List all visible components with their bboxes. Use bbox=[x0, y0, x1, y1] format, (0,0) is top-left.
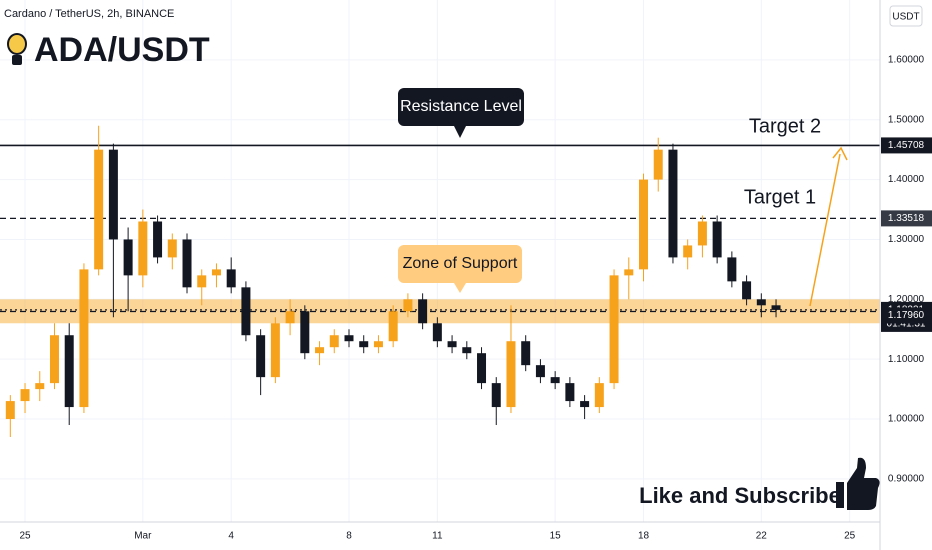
target-arrow bbox=[809, 153, 841, 307]
candle-body bbox=[447, 341, 457, 348]
candle-body bbox=[241, 287, 251, 336]
candle-body bbox=[211, 269, 221, 276]
y-tick-label: 1.50000 bbox=[888, 114, 925, 125]
candle-body bbox=[594, 383, 604, 408]
candle-body bbox=[771, 305, 781, 310]
y-tick-label: 1.40000 bbox=[888, 174, 925, 185]
y-tick-label: 1.30000 bbox=[888, 234, 925, 245]
callout-text: Resistance Level bbox=[400, 98, 522, 115]
candle-body bbox=[535, 365, 545, 378]
x-tick-label: 8 bbox=[346, 531, 352, 542]
candle-body bbox=[756, 299, 766, 306]
candle-body bbox=[108, 149, 118, 240]
candle-body bbox=[403, 299, 413, 312]
candle-body bbox=[79, 269, 89, 408]
candle-body bbox=[344, 335, 354, 342]
candle-body bbox=[270, 323, 280, 378]
price-tag-label: 1.33518 bbox=[888, 213, 925, 224]
candle-body bbox=[182, 239, 192, 288]
target-label: Target 2 bbox=[749, 115, 821, 137]
candle-body bbox=[138, 221, 148, 276]
bulb-icon bbox=[7, 33, 27, 65]
target-label: Target 1 bbox=[744, 186, 816, 208]
candle-body bbox=[20, 389, 30, 402]
candle-body bbox=[315, 347, 325, 354]
y-tick-label: 1.60000 bbox=[888, 55, 925, 66]
candle-body bbox=[624, 269, 634, 276]
callout-text: Zone of Support bbox=[403, 255, 518, 272]
candle-body bbox=[300, 311, 310, 354]
candle-body bbox=[565, 383, 575, 402]
price-tag bbox=[881, 137, 932, 154]
title: ADA/USDT bbox=[34, 31, 210, 69]
candle-body bbox=[550, 377, 560, 384]
candle-body bbox=[639, 179, 649, 270]
currency: USDT bbox=[892, 12, 919, 23]
candle-body bbox=[418, 299, 428, 324]
thumbs-up-icon bbox=[836, 457, 880, 510]
x-tick-label: 25 bbox=[19, 531, 31, 542]
candle-body bbox=[727, 257, 737, 282]
price-tag bbox=[881, 210, 932, 227]
candle-body bbox=[712, 221, 722, 258]
candle-body bbox=[94, 149, 104, 270]
candle-body bbox=[329, 335, 339, 348]
y-tick-label: 0.90000 bbox=[888, 474, 925, 485]
price-tag bbox=[881, 307, 932, 324]
candle-body bbox=[462, 347, 472, 354]
candle-body bbox=[683, 245, 693, 258]
x-tick-label: 22 bbox=[756, 531, 768, 542]
x-tick-label: 11 bbox=[432, 531, 443, 542]
y-tick-label: 1.10000 bbox=[888, 354, 925, 365]
candle-body bbox=[477, 353, 487, 384]
x-tick-label: 25 bbox=[844, 531, 856, 542]
candle-body bbox=[153, 221, 163, 258]
candle-body bbox=[49, 335, 59, 384]
callout-pointer bbox=[454, 283, 466, 293]
x-tick-label: 15 bbox=[550, 531, 562, 542]
candle-body bbox=[521, 341, 531, 366]
candle-body bbox=[742, 281, 752, 300]
candle-body bbox=[167, 239, 177, 258]
candle-body bbox=[226, 269, 236, 288]
y-tick-label: 1.00000 bbox=[888, 414, 925, 425]
callout-pointer bbox=[454, 126, 466, 138]
candle-body bbox=[653, 149, 663, 180]
candle-body bbox=[432, 323, 442, 342]
candle-body bbox=[123, 239, 133, 276]
candle-body bbox=[35, 383, 45, 390]
x-tick-label: Mar bbox=[134, 531, 152, 542]
candle-body bbox=[359, 341, 369, 348]
candle-body bbox=[580, 401, 590, 408]
candle-body bbox=[373, 341, 383, 348]
price-tag-label: 1.45708 bbox=[888, 140, 925, 151]
x-tick-label: 4 bbox=[228, 531, 234, 542]
callout-box bbox=[398, 245, 522, 283]
arrow-head bbox=[832, 146, 848, 161]
x-tick-label: 18 bbox=[638, 531, 650, 542]
candle-body bbox=[256, 335, 266, 378]
candle-body bbox=[506, 341, 516, 408]
footer: Like and Subscribe bbox=[639, 483, 841, 508]
candle-body bbox=[5, 401, 15, 420]
candle-body bbox=[697, 221, 707, 246]
price-tag-timer: 01:41:31 bbox=[887, 319, 926, 330]
currency-box bbox=[889, 5, 923, 27]
candle-body bbox=[609, 275, 619, 384]
candle-body bbox=[668, 149, 678, 258]
candle-body bbox=[388, 311, 398, 342]
candle-body bbox=[197, 275, 207, 288]
price-tag-label: 1.17960 bbox=[888, 310, 925, 321]
callout-box bbox=[398, 88, 524, 126]
subtitle: Cardano / TetherUS, 2h, BINANCE bbox=[4, 8, 174, 20]
candle-body bbox=[64, 335, 74, 408]
y-tick-label: 1.20000 bbox=[888, 294, 925, 305]
candle-body bbox=[491, 383, 501, 408]
candle-body bbox=[285, 311, 295, 324]
